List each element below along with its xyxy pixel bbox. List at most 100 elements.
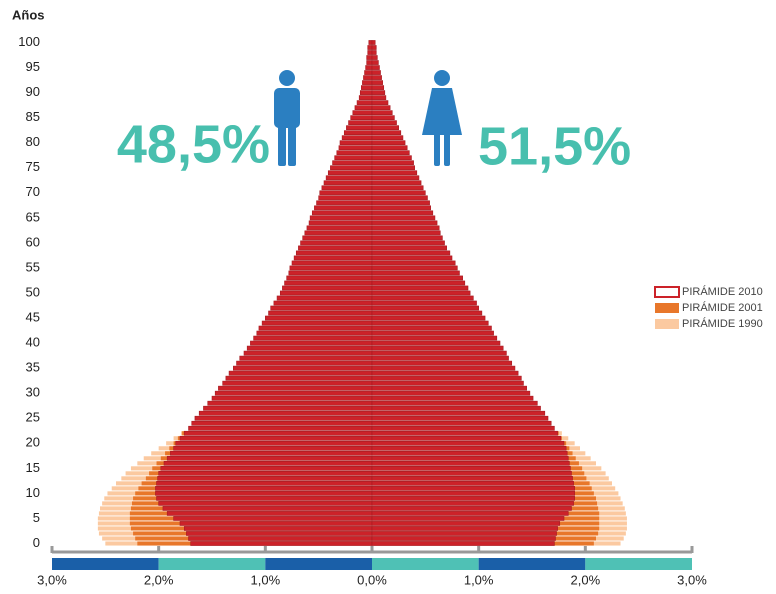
- bar: [371, 270, 460, 276]
- bar: [253, 335, 373, 341]
- bar: [265, 315, 373, 321]
- x-tick-label: 3,0%: [677, 572, 707, 587]
- bar: [371, 365, 516, 371]
- bar: [188, 425, 373, 431]
- y-tick-label: 10: [26, 485, 40, 500]
- bar: [371, 285, 469, 291]
- x-tick-label: 2,0%: [571, 572, 601, 587]
- bar: [225, 375, 373, 381]
- bar: [352, 110, 373, 115]
- bar: [261, 320, 373, 326]
- y-tick-label: 80: [26, 134, 40, 149]
- bar: [214, 390, 373, 396]
- bar: [371, 180, 422, 186]
- bar: [198, 410, 373, 416]
- bar: [276, 295, 373, 301]
- bar: [218, 385, 373, 391]
- bar: [186, 531, 373, 536]
- legend-swatch: [655, 303, 679, 313]
- bar: [336, 150, 373, 156]
- bar: [371, 55, 378, 60]
- bar: [163, 460, 373, 466]
- bar: [367, 50, 373, 55]
- bar: [371, 295, 474, 301]
- bar: [371, 526, 558, 531]
- bar: [362, 80, 373, 85]
- bar: [295, 250, 373, 256]
- bar: [228, 370, 373, 376]
- bar: [371, 486, 575, 491]
- bar: [371, 155, 412, 161]
- legend-swatch: [655, 319, 679, 329]
- bar: [371, 445, 567, 451]
- bar: [371, 75, 382, 80]
- bar: [371, 400, 538, 406]
- bar: [371, 150, 410, 156]
- bar: [309, 215, 373, 221]
- bar: [371, 471, 572, 476]
- bar: [371, 135, 404, 141]
- x-tick-label: 3,0%: [37, 572, 67, 587]
- bar: [371, 70, 381, 75]
- bar: [371, 325, 492, 331]
- y-tick-label: 75: [26, 159, 40, 174]
- male-icon: [274, 70, 300, 166]
- female-share: 51,5%: [478, 116, 631, 176]
- bar: [371, 541, 555, 546]
- bar: [371, 235, 443, 241]
- bar: [371, 215, 436, 221]
- bar: [371, 165, 415, 171]
- bar: [371, 460, 570, 466]
- legend-swatch: [654, 286, 680, 298]
- bar: [371, 511, 569, 516]
- y-tick-label: 65: [26, 209, 40, 224]
- bar: [288, 270, 373, 276]
- bar: [371, 455, 569, 461]
- bar: [157, 476, 373, 481]
- bar: [361, 85, 373, 90]
- bar: [371, 290, 471, 296]
- bar: [222, 380, 373, 386]
- bar: [371, 115, 395, 121]
- bar: [270, 305, 373, 311]
- bar: [366, 55, 373, 60]
- male-share: 48,5%: [117, 114, 270, 174]
- bar: [304, 230, 373, 236]
- bar: [371, 335, 498, 341]
- bar: [155, 486, 373, 491]
- bar: [371, 240, 445, 246]
- bar: [358, 95, 373, 100]
- bar: [341, 135, 373, 141]
- bar: [173, 445, 373, 451]
- bar: [258, 325, 373, 331]
- bar: [371, 521, 561, 526]
- y-tick-label: 95: [26, 59, 40, 74]
- bar: [203, 405, 373, 411]
- bar: [183, 526, 373, 531]
- bar: [371, 345, 504, 351]
- bar: [371, 531, 557, 536]
- bar: [371, 375, 522, 381]
- bar: [211, 395, 373, 401]
- bar: [318, 195, 373, 201]
- bar: [371, 140, 406, 146]
- bar: [371, 305, 479, 311]
- bar: [366, 60, 373, 65]
- bar: [371, 340, 501, 346]
- bar: [308, 220, 373, 226]
- bar: [371, 440, 565, 446]
- bar: [371, 481, 574, 486]
- bar: [162, 506, 373, 511]
- bar: [156, 481, 373, 486]
- bar: [170, 450, 373, 456]
- bar: [364, 70, 373, 75]
- bar: [316, 200, 373, 206]
- bar: [371, 100, 389, 105]
- bar: [284, 280, 373, 286]
- bar: [371, 60, 379, 65]
- bar: [371, 405, 541, 411]
- bar: [371, 265, 458, 271]
- bar: [371, 330, 494, 336]
- bar: [371, 90, 386, 95]
- bar: [371, 225, 440, 231]
